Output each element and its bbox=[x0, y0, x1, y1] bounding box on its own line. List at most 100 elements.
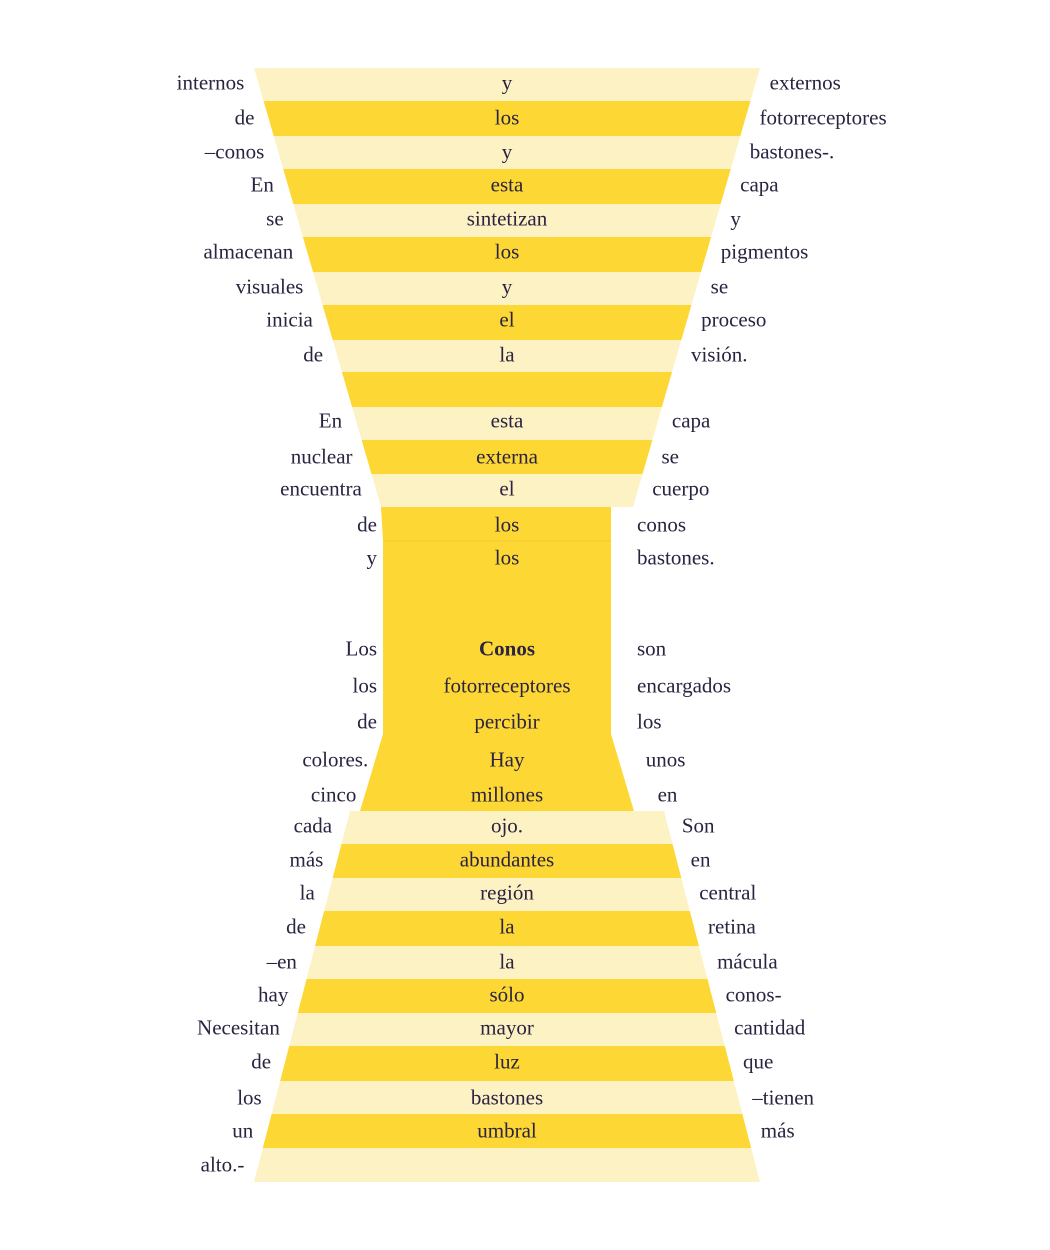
left-word: Necesitan bbox=[197, 1015, 280, 1040]
right-word: en bbox=[690, 847, 711, 872]
center-word: esta bbox=[490, 408, 524, 433]
center-word: los bbox=[494, 545, 520, 570]
hourglass-band bbox=[324, 878, 690, 911]
hourglass-band bbox=[341, 811, 673, 844]
right-word: proceso bbox=[701, 307, 767, 332]
right-word: central bbox=[699, 880, 757, 905]
center-word: umbral bbox=[477, 1118, 537, 1143]
right-word: bastones. bbox=[637, 545, 715, 570]
center-word: y bbox=[501, 139, 513, 164]
center-word: Hay bbox=[489, 747, 525, 772]
right-word: capa bbox=[671, 408, 711, 433]
right-word: externos bbox=[769, 70, 841, 95]
hourglass-band bbox=[254, 68, 760, 101]
right-word: son bbox=[637, 636, 667, 661]
left-word: un bbox=[232, 1118, 254, 1143]
right-word: los bbox=[637, 709, 662, 734]
center-word: los bbox=[494, 512, 520, 537]
right-word: se bbox=[661, 444, 679, 469]
left-word: de bbox=[357, 709, 377, 734]
right-word: Son bbox=[681, 813, 715, 838]
hourglass-band bbox=[302, 237, 712, 272]
center-word: Conos bbox=[478, 636, 536, 661]
right-word: unos bbox=[645, 747, 686, 772]
left-word: de bbox=[286, 914, 306, 939]
center-word: región bbox=[480, 880, 534, 905]
center-word: los bbox=[494, 239, 520, 264]
hourglass-band bbox=[332, 340, 682, 372]
center-word: la bbox=[499, 949, 515, 974]
right-word: fotorreceptores bbox=[759, 105, 887, 130]
center-word: sólo bbox=[489, 982, 525, 1007]
right-word: pigmentos bbox=[720, 239, 809, 264]
right-word: mácula bbox=[717, 949, 778, 974]
left-word: visuales bbox=[235, 274, 304, 299]
center-word: millones bbox=[470, 782, 544, 807]
hourglass-band bbox=[332, 844, 682, 878]
center-word: ojo. bbox=[490, 813, 524, 838]
hourglass-band bbox=[341, 372, 673, 407]
hourglass-band bbox=[293, 204, 721, 237]
left-word: –conos bbox=[204, 139, 265, 164]
right-word: en bbox=[657, 782, 678, 807]
hourglass-band bbox=[262, 1114, 752, 1148]
hourglass-band bbox=[280, 1046, 734, 1081]
left-word: de bbox=[357, 512, 377, 537]
left-word: En bbox=[250, 172, 274, 197]
left-word: la bbox=[299, 880, 315, 905]
right-word: y bbox=[730, 206, 741, 231]
left-word: de bbox=[251, 1049, 272, 1074]
right-word: conos- bbox=[725, 982, 782, 1007]
left-word: colores. bbox=[302, 747, 369, 772]
left-word: encuentra bbox=[280, 476, 362, 501]
center-word: el bbox=[499, 476, 515, 501]
center-word: mayor bbox=[480, 1015, 534, 1040]
left-word: y bbox=[366, 545, 378, 570]
right-word: encargados bbox=[637, 673, 732, 698]
left-word: alto.- bbox=[200, 1152, 245, 1177]
hourglass-band bbox=[315, 911, 699, 946]
left-word: inicia bbox=[266, 307, 313, 332]
right-word: capa bbox=[740, 172, 779, 197]
hourglass-band bbox=[263, 101, 751, 136]
left-word: cada bbox=[293, 813, 333, 838]
center-word: y bbox=[501, 70, 513, 95]
left-word: almacenan bbox=[203, 239, 294, 264]
center-word: bastones bbox=[470, 1085, 544, 1110]
cone-column bbox=[360, 507, 634, 811]
left-word: los bbox=[237, 1085, 262, 1110]
right-word: cuerpo bbox=[652, 476, 710, 501]
center-word: el bbox=[499, 307, 515, 332]
right-word: –tienen bbox=[752, 1085, 815, 1110]
right-word: cantidad bbox=[734, 1015, 806, 1040]
center-word: y bbox=[501, 274, 513, 299]
hourglass-band bbox=[283, 169, 731, 204]
hourglass-band bbox=[306, 946, 708, 979]
right-word: retina bbox=[708, 914, 756, 939]
center-word: abundantes bbox=[459, 847, 555, 872]
center-word: la bbox=[499, 914, 515, 939]
right-word: bastones-. bbox=[749, 139, 835, 164]
left-word: En bbox=[318, 408, 343, 433]
hourglass-band bbox=[271, 1081, 743, 1114]
hourglass-band bbox=[254, 1148, 760, 1182]
hourglass-band bbox=[352, 407, 662, 440]
hourglass-band bbox=[322, 305, 692, 340]
right-word: conos bbox=[637, 512, 686, 537]
right-word: visión. bbox=[690, 342, 748, 367]
hourglass-band bbox=[297, 979, 717, 1013]
center-word: luz bbox=[494, 1049, 520, 1074]
right-word: se bbox=[710, 274, 729, 299]
left-word: cinco bbox=[310, 782, 357, 807]
left-word: más bbox=[289, 847, 324, 872]
right-word: más bbox=[760, 1118, 795, 1143]
hourglass-band bbox=[313, 272, 701, 305]
left-word: de bbox=[303, 342, 324, 367]
center-word: los bbox=[494, 105, 520, 130]
left-word: los bbox=[352, 673, 377, 698]
center-word: la bbox=[499, 342, 515, 367]
center-word: sintetizan bbox=[466, 206, 548, 231]
left-word: Los bbox=[345, 636, 378, 661]
